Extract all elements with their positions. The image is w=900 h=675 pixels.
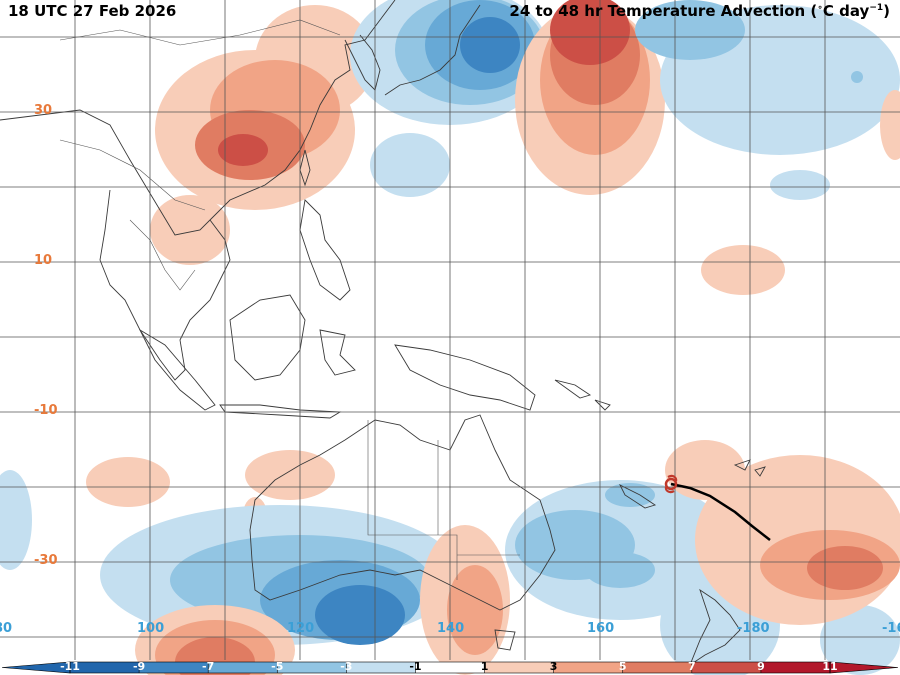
solomon-islands-coast <box>554 379 611 411</box>
colorbar-segment <box>208 662 278 673</box>
warm-blob-central-pacific <box>701 245 785 295</box>
sumatra-coast <box>138 328 216 411</box>
philippines-coast <box>299 199 351 301</box>
taiwan-coast <box>299 149 311 187</box>
lon-label-140: 140 <box>437 621 465 636</box>
new-caledonia-coast <box>618 483 657 509</box>
colorbar-segment <box>553 662 624 673</box>
colorbar-tick-label: -5 <box>271 660 284 673</box>
warm-blob-indian-ocean <box>86 457 170 507</box>
degree-symbol: ∘ <box>817 3 823 13</box>
colorbar-tick-label: -3 <box>340 660 353 673</box>
cold-region-n-pacific <box>635 0 900 200</box>
colorbar-segment <box>691 662 762 673</box>
border-china-north <box>59 19 341 46</box>
lon-label-80-partial: 80 <box>0 621 13 636</box>
asia-coast <box>0 0 396 236</box>
java-coast <box>219 404 342 419</box>
colorbar-segment <box>622 662 693 673</box>
new-guinea-coast <box>394 344 536 411</box>
new-zealand-coast <box>689 588 741 667</box>
lat-label-10: 10 <box>34 253 53 268</box>
lon-label-minus160: -160 <box>882 621 900 636</box>
colorbar-segment <box>139 662 209 673</box>
graticule <box>0 0 900 660</box>
border-indochina <box>129 219 196 291</box>
lon-label-160: 160 <box>587 621 615 636</box>
colorbar-tick-label: 11 <box>822 660 838 673</box>
lat-label-minus10: -10 <box>34 403 58 418</box>
colorbar-tick-label: -11 <box>60 660 80 673</box>
lon-label-minus180: -180 <box>737 621 770 636</box>
storm-track-line <box>670 482 771 541</box>
colorbar-tick-label: 9 <box>757 660 765 673</box>
warm-region-nw-pacific <box>515 0 665 195</box>
border-china-south <box>59 139 206 211</box>
country-borders <box>59 19 520 580</box>
valid-time-title: 18 UTC 27 Feb 2026 <box>8 2 177 20</box>
field-title: 24 to 48 hr Temperature Advection (∘C da… <box>509 2 890 20</box>
border-australia-wa <box>367 420 458 580</box>
colorbar-tick-label: 7 <box>687 660 696 673</box>
lon-label-120: 120 <box>287 621 315 636</box>
colorbar-segment <box>415 662 486 673</box>
warm-region-se-australia <box>420 525 510 675</box>
tropical-cyclone-icon <box>664 474 678 494</box>
warm-region-sw-pacific <box>665 440 900 625</box>
lon-label-100: 100 <box>137 621 165 636</box>
colorbar-tick-label: 3 <box>549 660 558 673</box>
storm-track <box>664 474 771 541</box>
warm-region-china <box>150 5 375 265</box>
colorbar-segment <box>484 662 555 673</box>
field-title-exponent: −1 <box>869 3 884 13</box>
colorbar-segment <box>760 662 831 673</box>
lat-label-30: 30 <box>34 103 53 118</box>
colorbar-tick-label: -9 <box>132 660 146 673</box>
field-title-main: 24 to 48 hr Temperature Advection ( <box>509 2 818 20</box>
tasmania-coast <box>494 629 516 651</box>
colorbar-tick-label: 5 <box>618 660 627 673</box>
colorbar-segment <box>70 662 140 673</box>
colorbar-segment <box>277 662 347 673</box>
field-title-close: ) <box>883 2 890 20</box>
borneo-coast <box>229 294 306 381</box>
colorbar <box>1 661 899 674</box>
fiji-coast <box>733 459 766 477</box>
colorbar-tick-label: -1 <box>409 660 422 673</box>
colorbar-tick-label: -7 <box>202 660 215 673</box>
lat-label-minus30: -30 <box>34 553 58 568</box>
colorbar-tick-label: 1 <box>480 660 489 673</box>
japan-coast <box>384 4 481 96</box>
colorbar-segment <box>346 662 416 673</box>
field-title-unit: C day <box>822 2 870 20</box>
warm-blob-nw-australia <box>245 450 335 500</box>
sulawesi-coast <box>319 329 356 376</box>
